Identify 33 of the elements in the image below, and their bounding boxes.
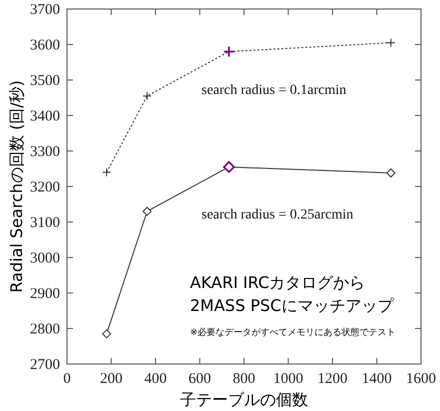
- x-tick-label: 1200: [318, 371, 348, 387]
- point: [386, 38, 396, 48]
- series-label: search radius = 0.1arcmin: [202, 83, 346, 98]
- y-tick-label: 2700: [30, 357, 60, 373]
- x-tick-label: 800: [232, 371, 256, 387]
- y-tick-label: 3200: [30, 180, 60, 196]
- series-label: search radius = 0.25arcmin: [202, 207, 354, 222]
- y-tick-label: 2800: [30, 322, 60, 338]
- point: [142, 91, 152, 100]
- y-tick-label: 3700: [30, 2, 60, 18]
- y-tick-label: 2900: [30, 286, 60, 302]
- point: [102, 168, 112, 177]
- y-tick-label: 3000: [30, 250, 60, 266]
- y-tick-label: 3500: [30, 73, 60, 89]
- y-tick-label: 3600: [30, 38, 60, 54]
- point: [386, 168, 396, 178]
- y-tick-label: 3400: [30, 108, 60, 124]
- y-tick-label: 3300: [30, 144, 60, 160]
- annotation: AKARI IRCカタログから: [190, 273, 366, 292]
- x-tick-label: 600: [188, 371, 211, 387]
- x-tick-label: 0: [63, 371, 71, 387]
- y-axis-title: Radial Searchの回数 (回/秒): [7, 80, 26, 293]
- x-tick-label: 200: [100, 371, 122, 387]
- y-tick-label: 3100: [30, 215, 60, 231]
- x-tick-label: 1600: [406, 371, 436, 387]
- point: [102, 329, 112, 338]
- point: [142, 206, 152, 216]
- annotation: 2MASS PSCにマッチアップ: [190, 296, 394, 315]
- x-tick-label: 1400: [362, 371, 392, 387]
- x-axis-title: 子テーブルの個数: [180, 390, 308, 409]
- x-tick-label: 400: [144, 371, 167, 387]
- annotation: ※必要なデータがすべてメモリにある状態でテスト: [190, 327, 396, 338]
- x-tick-label: 1000: [273, 371, 304, 387]
